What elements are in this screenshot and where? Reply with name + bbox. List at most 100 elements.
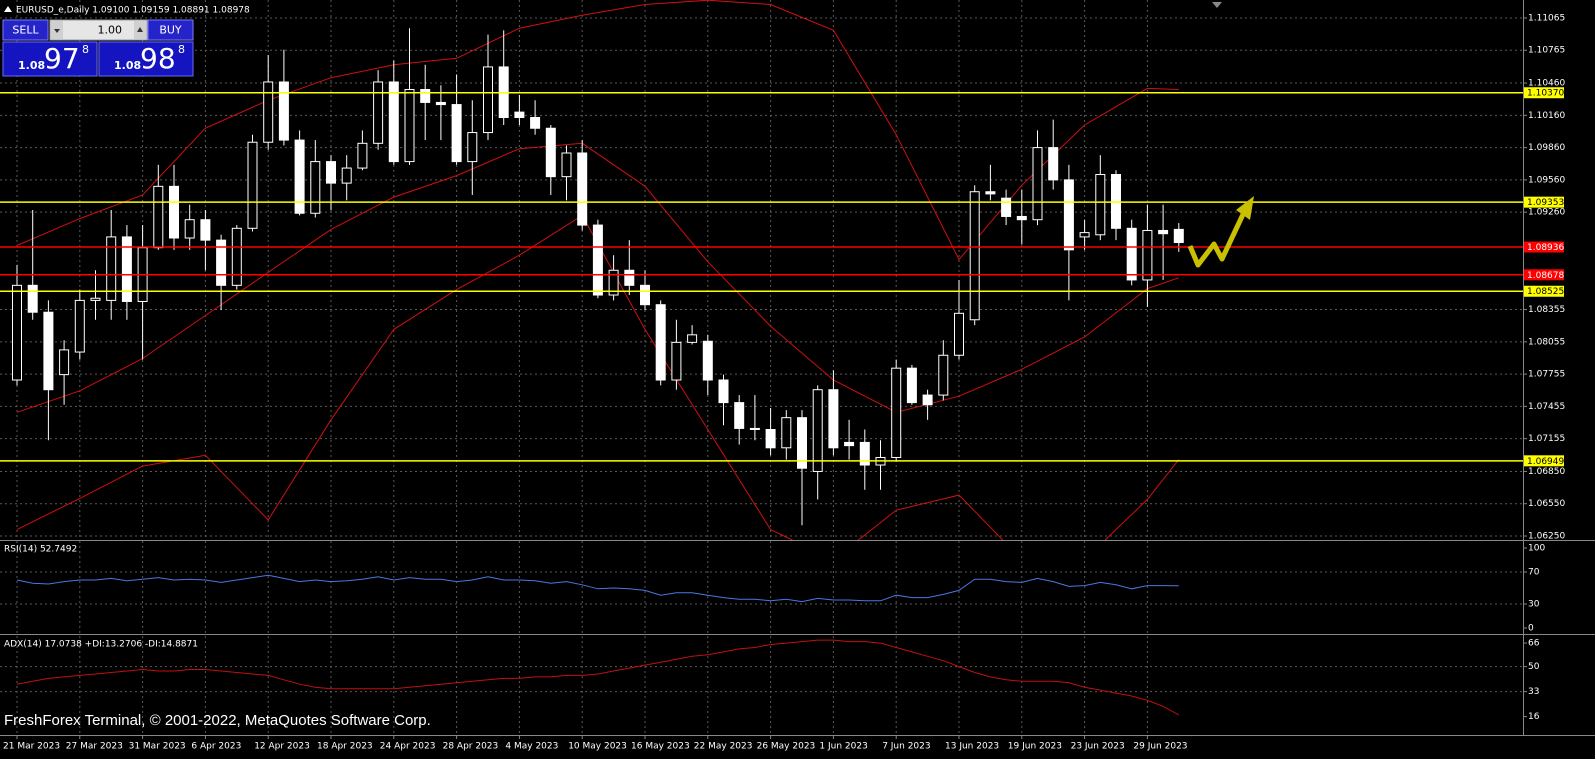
candle-body: [184, 219, 195, 239]
bollinger-middle: [16, 142, 1179, 413]
indicator-line: [16, 639, 1180, 716]
bid-box[interactable]: [2, 41, 98, 77]
candle-body: [938, 354, 949, 396]
x-tick-label: 13 Jun 2023: [945, 742, 999, 752]
ask-box[interactable]: [98, 41, 194, 77]
grid-layer: [0, 0, 1523, 735]
candle-body: [153, 185, 164, 249]
y-tick-label: 100: [1528, 544, 1545, 554]
x-tick-label: 22 May 2023: [694, 742, 753, 752]
candle-body: [451, 104, 462, 163]
candle-body: [1001, 197, 1012, 217]
candle-body: [1158, 229, 1169, 235]
bollinger-upper: [16, 0, 1179, 261]
candle-body: [263, 81, 274, 143]
lot-input[interactable]: [49, 19, 148, 41]
candle-body: [734, 402, 745, 429]
collapse-icon[interactable]: [4, 6, 12, 12]
y-tick-label: 1.09560: [1528, 175, 1565, 185]
y-tick-label: 1.08355: [1528, 305, 1565, 315]
candle-body: [310, 161, 321, 214]
bid-fraction: 8: [82, 43, 89, 56]
bid-big-figure: 1.08: [18, 59, 45, 72]
y-tick-label: 1.06550: [1528, 499, 1565, 509]
axis-layer: 21 Mar 2023 27 Mar 2023 31 Mar 2023 6 Apr 2…: [3, 13, 1565, 751]
candle-body: [1126, 227, 1137, 281]
candle-body: [1048, 147, 1059, 181]
adx-panel: [16, 639, 1180, 716]
price-level-tag: [1524, 241, 1564, 253]
price-level-tag: [1524, 196, 1564, 208]
candle-body: [121, 236, 132, 302]
forecast-arrowhead: [1236, 196, 1254, 220]
ask-pips: 98: [140, 42, 176, 75]
candle-body: [231, 227, 242, 286]
x-tick-label: 16 May 2023: [631, 742, 690, 752]
candle-body: [561, 152, 572, 178]
y-tick-label: 30: [1528, 600, 1540, 610]
x-tick-label: 28 Apr 2023: [443, 742, 499, 752]
buy-button[interactable]: [147, 19, 194, 41]
candle-body: [922, 394, 933, 406]
candle-body: [718, 379, 729, 404]
y-tick-label: 1.07155: [1528, 434, 1565, 444]
trade-panel: SELL 1.00 BUY 1.08 97 8 1.08 98 8: [2, 19, 194, 77]
price-level-label: 1.08678: [1527, 271, 1564, 281]
price-level-label: 1.10370: [1527, 89, 1564, 99]
price-level-label: 1.08525: [1527, 287, 1564, 297]
price-level-label: 1.06949: [1527, 457, 1564, 467]
x-tick-label: 7 Jun 2023: [882, 742, 930, 752]
forecast-arrow: [1187, 206, 1249, 268]
x-tick-label: 18 Apr 2023: [317, 742, 373, 752]
candle-body: [90, 297, 101, 301]
candle-body: [74, 299, 85, 353]
candle-body: [514, 111, 525, 118]
ask-big-figure: 1.08: [114, 59, 141, 72]
price-level-tag: [1524, 285, 1564, 297]
y-tick-label: 66: [1528, 639, 1540, 649]
y-tick-label: 16: [1528, 712, 1540, 722]
candle-body: [655, 304, 666, 381]
arrow-down: [54, 29, 60, 33]
sell-button[interactable]: [2, 19, 49, 41]
candle-body: [404, 89, 415, 163]
candle-body: [765, 429, 776, 449]
scroll-marker: [1212, 2, 1222, 8]
candle-body: [671, 341, 682, 381]
price-level-tag: [1524, 87, 1564, 99]
x-tick-label: 24 Apr 2023: [380, 742, 436, 752]
x-tick-label: 4 May 2023: [505, 742, 558, 752]
candle-body: [388, 81, 399, 163]
x-tick-label: 23 Jun 2023: [1071, 742, 1125, 752]
candle-body: [483, 66, 493, 134]
y-tick-label: 1.06250: [1528, 532, 1565, 542]
x-tick-label: 29 Jun 2023: [1133, 742, 1187, 752]
candle-body: [702, 340, 713, 381]
price-level-tag: [1524, 269, 1564, 281]
price-level-label: 1.08936: [1527, 243, 1564, 253]
candle-body: [1079, 232, 1090, 238]
candle-body: [891, 367, 902, 458]
candle-body: [247, 141, 258, 229]
candle-body: [859, 441, 870, 466]
ask-fraction: 8: [178, 43, 185, 56]
candle-body: [435, 101, 446, 106]
x-tick-label: 26 May 2023: [757, 742, 816, 752]
candle-body: [592, 224, 603, 296]
candle-body: [749, 427, 760, 431]
x-tick-label: 31 Mar 2023: [129, 742, 186, 752]
rsi-panel: [16, 574, 1179, 603]
x-tick-label: 1 Jun 2023: [819, 742, 867, 752]
arrow-up: [137, 27, 143, 32]
buy-label: BUY: [159, 24, 182, 37]
y-tick-label: 1.07455: [1528, 402, 1565, 412]
candle-body: [954, 312, 964, 356]
chart-header: EURUSD_e,Daily 1.09100 1.09159 1.08891 1…: [16, 6, 250, 16]
lot-value: 1.00: [98, 24, 123, 37]
indicator-title: ADX(14) 17.0738 +DI:13.2706 -DI:14.8871: [4, 640, 198, 650]
x-tick-label: 6 Apr 2023: [191, 742, 241, 752]
candle-body: [200, 219, 211, 241]
y-tick-label: 33: [1528, 687, 1539, 697]
candle-body: [812, 389, 823, 472]
y-tick-label: 1.10765: [1528, 46, 1565, 56]
